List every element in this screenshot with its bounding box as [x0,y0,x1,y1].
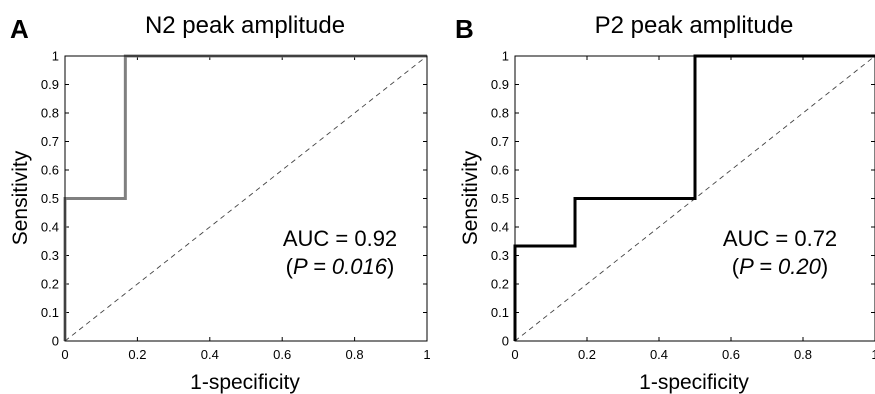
y-tick-label: 0.7 [41,134,59,149]
y-tick-label: 0.7 [491,134,509,149]
y-tick-label: 0.6 [491,163,509,178]
y-tick-label: 0.9 [491,77,509,92]
y-tick-label: 0.9 [41,77,59,92]
panel-label: A [10,14,29,44]
y-tick-label: 0 [52,334,59,349]
x-tick-label: 1 [871,347,875,362]
x-tick-labels: 0 0.2 0.4 0.6 0.8 1 [511,347,875,362]
y-tick-label: 1 [52,49,59,64]
y-axis-label: Sensitivity [459,150,482,245]
y-tick-labels: 0 0.1 0.2 0.3 0.4 0.5 0.6 0.7 0.8 0.9 1 [491,49,509,349]
y-tick-label: 0.6 [41,163,59,178]
x-tick-label: 0 [511,347,518,362]
reference-diagonal [64,55,428,342]
roc-panel-b: B P2 peak amplitude 1-specificity Sensit… [455,12,875,394]
plot-frame [64,55,428,342]
y-tick-label: 0.1 [491,305,509,320]
y-tick-label: 0.5 [41,191,59,206]
y-tick-label: 0.5 [491,191,509,206]
y-tick-label: 0.8 [491,106,509,121]
x-tick-label: 0.6 [273,347,291,362]
x-tick-label: 0.8 [794,347,812,362]
x-tick-label: 0.6 [722,347,740,362]
y-tick-label: 0.3 [41,248,59,263]
x-axis-label: 1-specificity [190,371,300,394]
x-tick-label: 0 [61,347,68,362]
y-tick-label: 1 [502,49,509,64]
auc-annotation: AUC = 0.92 [283,226,397,251]
y-tick-label: 0.4 [41,220,59,235]
y-tick-label: 0.2 [41,277,59,292]
x-tick-label: 0.2 [128,347,146,362]
y-tick-label: 0.2 [491,277,509,292]
roc-panel-a: A N2 peak amplitude 1-specificity Sensit… [9,12,431,394]
y-tick-label: 0.1 [41,305,59,320]
auc-annotation: AUC = 0.72 [723,226,837,251]
x-tick-label: 0.4 [201,347,219,362]
x-axis-label: 1-specificity [639,371,749,394]
panel-label: B [455,14,474,44]
chart-title: N2 peak amplitude [145,12,345,39]
y-tick-label: 0.3 [491,248,509,263]
x-tick-label: 0.8 [346,347,364,362]
x-tick-label: 0.4 [650,347,668,362]
y-axis-label: Sensitivity [9,150,32,245]
plot-frame [514,55,875,342]
y-tick-labels: 0 0.1 0.2 0.3 0.4 0.5 0.6 0.7 0.8 0.9 1 [41,49,59,349]
chart-title: P2 peak amplitude [595,12,794,39]
p-value-annotation: (P = 0.20) [732,254,828,279]
y-tick-label: 0.8 [41,106,59,121]
x-tick-label: 0.2 [578,347,596,362]
y-tick-label: 0.4 [491,220,509,235]
y-tick-label: 0 [502,334,509,349]
x-tick-label: 1 [423,347,430,362]
x-tick-labels: 0 0.2 0.4 0.6 0.8 1 [61,347,430,362]
p-value-annotation: (P = 0.016) [286,254,395,279]
